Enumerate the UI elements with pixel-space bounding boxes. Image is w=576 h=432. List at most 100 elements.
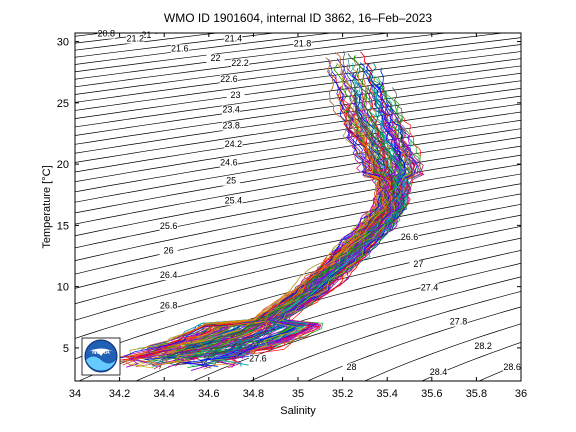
x-axis-label: Salinity: [280, 405, 316, 417]
x-tick-label: 35: [292, 388, 304, 400]
y-tick-label: 10: [57, 282, 69, 294]
isoline-label-bg: [159, 301, 178, 311]
profile-line: [237, 67, 418, 356]
isoline-label-bg: [226, 90, 245, 100]
density-isoline: [75, 136, 521, 214]
isoline-label: 27: [413, 259, 423, 269]
x-tick-label: 36: [515, 388, 527, 400]
isoline-label-bg: [342, 362, 361, 372]
density-isoline: [75, 51, 521, 111]
y-tick-label: 15: [57, 220, 69, 232]
isoline-label-bg: [224, 139, 243, 149]
isoline-label-bg: [97, 29, 116, 39]
profile-line: [156, 110, 389, 351]
y-tick-label: 30: [57, 37, 69, 49]
profile-line: [198, 84, 406, 357]
density-isoline: [75, 203, 521, 305]
isoline-label: 21.4: [225, 34, 243, 44]
isoline-label: 25: [226, 176, 236, 186]
profile-line: [153, 64, 398, 370]
x-tick-label: 34.8: [243, 388, 264, 400]
x-axis: 34 34.2 34.4 34.6 34.8 35 35.2 35.4 35.6 35.8 36: [69, 33, 527, 400]
isoline-label-bg: [231, 59, 250, 69]
isoline-label-bg: [449, 317, 468, 327]
density-isoline: [306, 306, 521, 381]
x-tick-label: 34: [69, 388, 81, 400]
isoline-label-bg: [224, 34, 243, 44]
density-isoline: [75, 44, 521, 103]
isoline-label: 22.2: [231, 58, 249, 68]
density-isoline: [364, 323, 521, 381]
x-tick-label: 35.8: [466, 388, 487, 400]
isoline-label-bg: [159, 246, 178, 256]
isoline-label: 28.6: [503, 362, 521, 372]
isoline-label: 24.6: [220, 157, 238, 167]
density-isoline: [75, 164, 521, 249]
isoline-label-bg: [429, 367, 448, 377]
profile-line: [104, 62, 388, 359]
isoline-label-bg: [137, 30, 156, 40]
isoline-label-bg: [206, 54, 225, 64]
profile-line: [247, 119, 425, 357]
isoline-label: 24.2: [225, 139, 243, 149]
density-isoline: [75, 37, 521, 95]
isoline-label: 21.8: [294, 38, 312, 48]
y-tick-label: 25: [57, 98, 69, 110]
x-tick-label: 35.4: [376, 388, 397, 400]
isoline-label-bg: [503, 362, 522, 372]
isoline-label: 28.2: [474, 341, 492, 351]
density-isoline: [75, 154, 521, 237]
density-isoline: [192, 276, 521, 381]
density-isoline: [75, 237, 521, 360]
isoline-label: 20.8: [97, 29, 115, 39]
isoline-label: 25.6: [160, 221, 178, 231]
density-isoline: [75, 72, 521, 136]
y-axis: 5 10 15 20 25 30: [57, 37, 521, 355]
isoline-label-bg: [222, 105, 241, 115]
profile-line: [141, 57, 386, 351]
isoline-label-bg: [170, 44, 189, 54]
isoline-label: 23.4: [222, 105, 240, 115]
isoline-label: 23.8: [222, 121, 240, 131]
density-isoline: [75, 80, 521, 145]
isoline-label: 27.8: [450, 317, 468, 327]
profile-line: [159, 89, 396, 361]
profile-line: [173, 185, 389, 361]
isoline-label-bg: [409, 260, 428, 270]
y-tick-label: 20: [57, 159, 69, 171]
x-tick-label: 35.2: [332, 388, 353, 400]
isoline-label-bg: [420, 283, 439, 293]
profile-line: [206, 62, 406, 361]
profile-lines: [98, 50, 425, 371]
isoline-label: 21.2: [126, 34, 144, 44]
isoline-label-bg: [224, 196, 243, 206]
x-tick-label: 34.6: [198, 388, 219, 400]
noaa-logo: NOAA: [81, 337, 121, 376]
isoline-label-bg: [126, 34, 145, 44]
density-isoline: [75, 65, 521, 128]
isoline-label: 21: [141, 30, 151, 40]
isoline-label: 21.6: [171, 43, 189, 53]
isoline-label: 28: [347, 362, 357, 372]
isoline-label: 28.4: [430, 367, 448, 377]
isoline-label-bg: [222, 121, 241, 131]
density-isoline: [75, 226, 521, 339]
isoline-label-bg: [400, 233, 419, 243]
isoline-label: 26.4: [160, 270, 178, 280]
density-isoline: [75, 145, 521, 225]
isoline-label: 25.4: [225, 195, 243, 205]
isoline-label: 26: [164, 246, 174, 256]
density-isoline: [75, 173, 521, 262]
isoline-label-bg: [248, 354, 267, 364]
isoline-label: 27.4: [421, 282, 439, 292]
density-isoline: [75, 58, 521, 119]
svg-text:NOAA: NOAA: [92, 350, 110, 356]
isoline-label: 22.6: [220, 74, 238, 84]
y-tick-label: 5: [63, 343, 69, 355]
x-tick-label: 34.2: [109, 388, 130, 400]
chart-title: WMO ID 1901604, internal ID 3862, 16–Feb…: [164, 11, 432, 25]
density-isoline: [75, 193, 521, 289]
x-tick-label: 34.4: [153, 388, 174, 400]
isoline-label-bg: [222, 176, 241, 186]
